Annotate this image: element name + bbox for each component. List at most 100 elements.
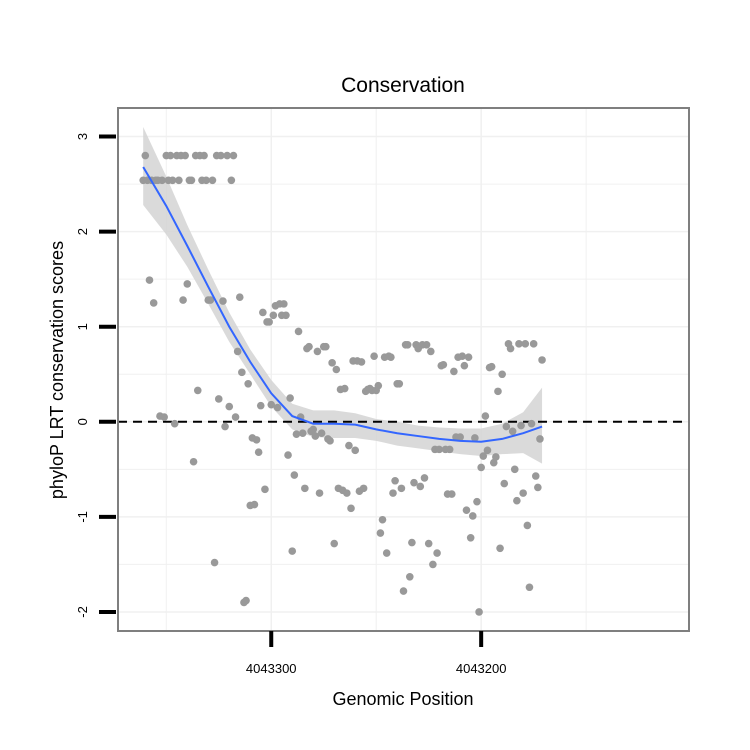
data-point [345,441,353,450]
smooth-line [142,166,543,443]
data-point [170,419,179,428]
data-point [229,151,238,160]
data-point [399,587,408,595]
data-point [181,151,189,160]
data-point [523,521,532,530]
data-point [290,471,299,479]
data-point [288,547,297,555]
data-point [538,356,546,364]
data-point [305,342,313,351]
data-point [492,453,500,461]
data-point [145,276,154,284]
data-point [183,280,192,288]
data-point [439,360,448,369]
data-point [464,353,473,361]
data-point [256,401,265,410]
data-point [508,427,517,436]
data-point [489,458,498,467]
data-point [462,506,471,515]
data-point [221,422,229,431]
data-point [403,340,412,349]
data-point [498,370,506,379]
y-tick-label: 3 [75,133,90,140]
data-point [286,394,294,402]
data-point [317,429,326,438]
data-point [340,384,349,393]
data-point [527,419,536,428]
data-point [332,365,341,374]
data-point [445,445,454,454]
confidence-band-area [143,127,543,464]
data-point [483,446,492,455]
data-point [481,412,490,420]
y-tick-label: -2 [75,606,90,618]
data-point [374,381,383,390]
data-point [141,151,150,160]
data-point [206,296,215,304]
data-point [311,432,320,440]
data-point [328,359,336,367]
data-point [168,176,177,185]
data-point [531,472,540,480]
data-point [273,403,282,412]
y-tick-label: -1 [75,511,90,523]
y-tick-label: 0 [75,418,90,425]
x-tick-label: 4043300 [246,661,297,676]
data-point [397,484,406,493]
data-point [422,340,431,349]
data-point [261,485,269,494]
data-point [235,293,244,302]
data-point [447,490,456,498]
plot-frame [117,107,690,632]
data-point [179,296,187,304]
data-point [382,549,391,557]
data-point [298,429,307,438]
x-axis-title: Genomic Position [332,689,473,709]
data-point [227,176,236,185]
data-point [322,342,330,351]
data-point [429,560,437,569]
data-point [265,318,273,326]
data-point [214,395,223,403]
data-point [395,379,404,388]
data-point [149,299,158,307]
data-point [433,549,441,557]
data-point [500,479,509,488]
data-point [435,445,443,454]
data-point [200,151,208,160]
data-point [525,583,534,592]
data-point [496,544,504,553]
data-point [315,489,324,497]
data-point [391,476,399,485]
data-point [219,297,227,305]
data-point [370,352,378,360]
data-point [536,435,544,443]
data-point [416,482,425,491]
data-point [420,474,429,482]
x-tick-label: 4043200 [456,661,507,676]
data-point [175,176,183,185]
data-point [259,308,267,317]
data-point [513,496,521,505]
grid [118,108,689,631]
data-point [301,484,309,493]
chart-title: Conservation [341,74,465,97]
data-point [250,500,259,509]
data-point [267,400,276,409]
data-point [313,347,322,356]
data-point [519,489,527,497]
y-tick-label: 1 [75,323,90,330]
data-point [534,483,542,492]
x-axis: 4043300 4043200 [246,631,507,676]
data-point [269,311,278,320]
data-point [424,539,433,548]
data-point [254,448,263,457]
data-point [487,362,496,371]
data-point [359,484,368,493]
data-point [189,457,198,466]
data-point [210,558,219,567]
data-point [252,436,261,444]
data-point [292,430,301,438]
data-point [387,353,395,361]
data-point [477,463,485,472]
